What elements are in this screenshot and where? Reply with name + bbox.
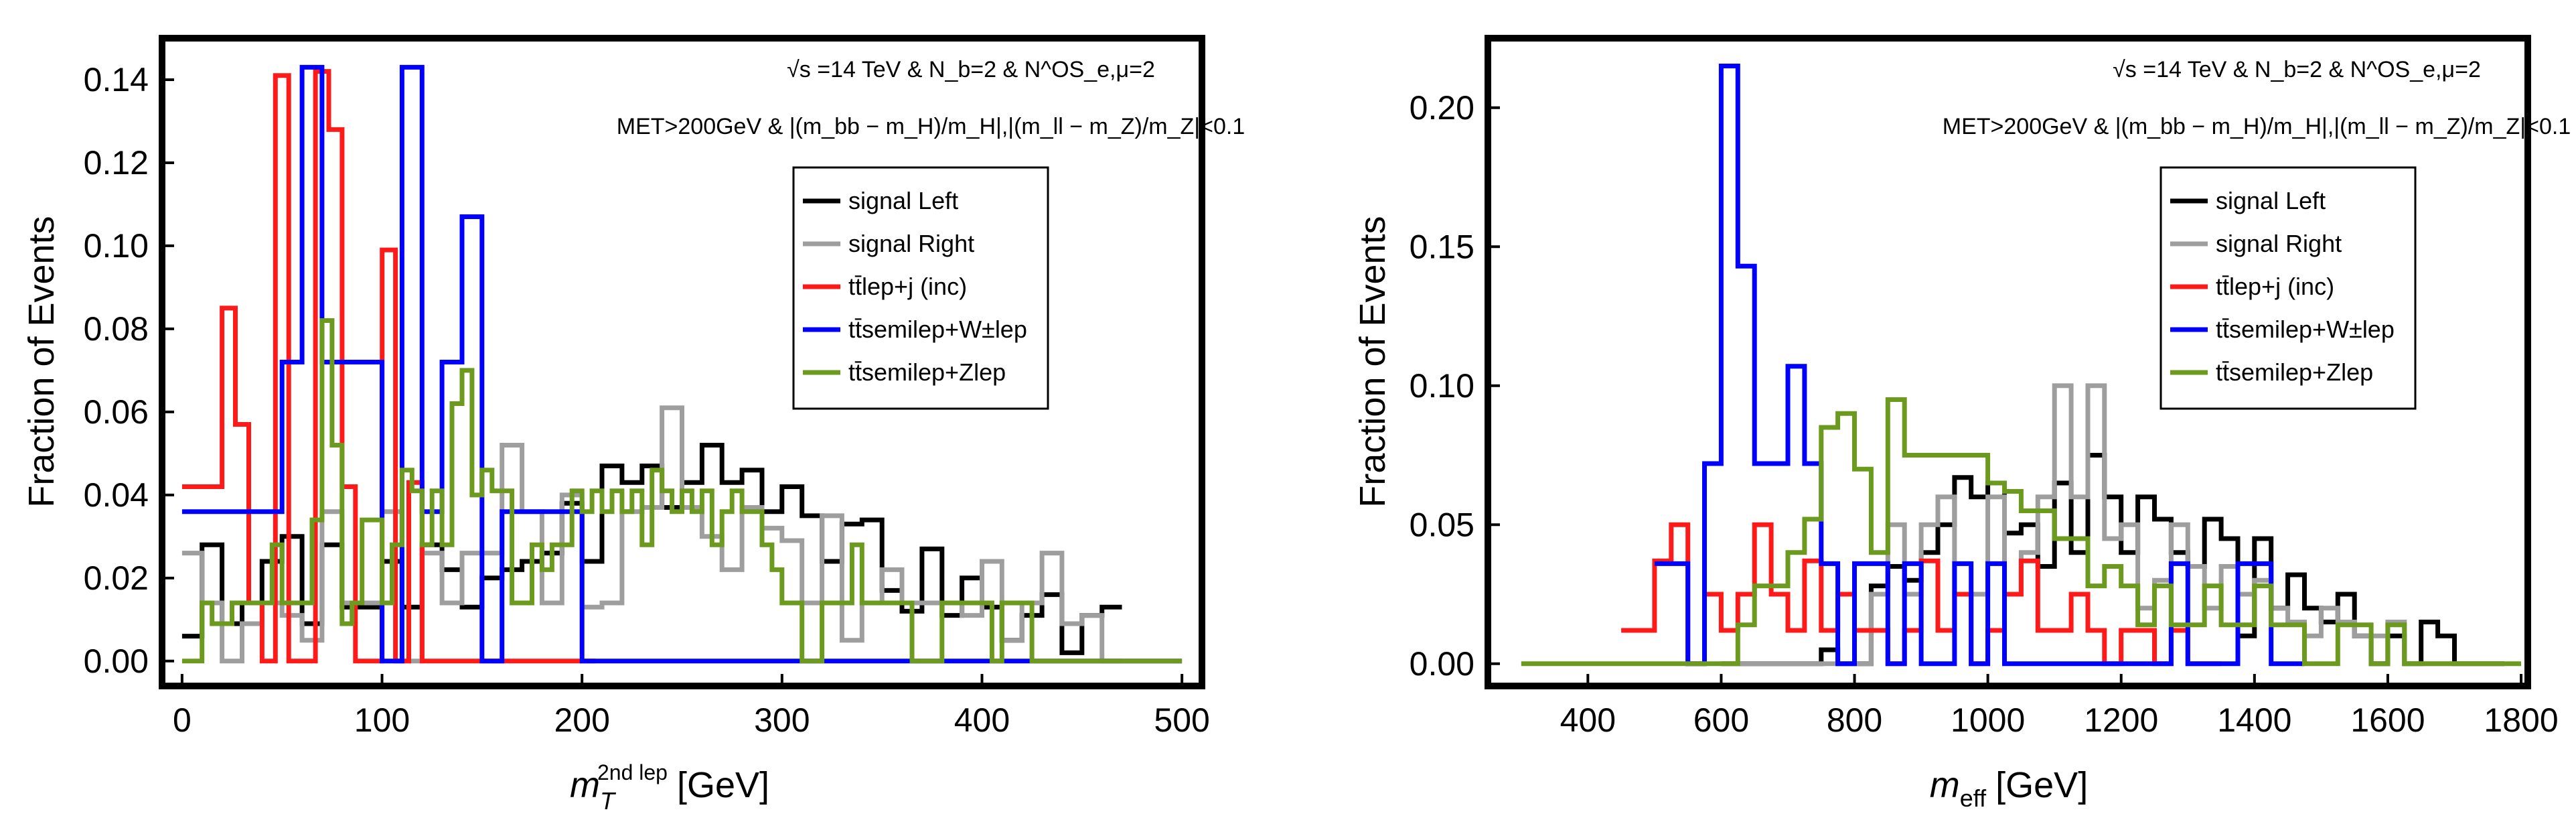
x-axis-label: meff [GeV] [1930,765,2088,812]
x-tick-label: 0 [173,701,192,739]
x-tick-label: 600 [1693,701,1749,739]
annotation-line2: MET>200GeV & |(m_bb − m_H)/m_H|,|(m_ll −… [1943,114,2571,139]
x-tick-label: 800 [1827,701,1882,739]
legend-item-label: tt̄lep+j (inc) [848,273,967,300]
x-axis-label-sub: T [600,787,617,815]
x-axis-label-unit: [GeV] [1995,765,2088,805]
plot-area: 400 600 800 1000 1200 1400 1600 1800 0.000.050.… [1410,35,2559,739]
annotation-line2: MET>200GeV & |(m_bb − m_H)/m_H|,|(m_ll −… [617,114,1245,139]
y-tick-label: 0.06 [84,393,149,431]
x-tick-label: 1800 [2484,701,2558,739]
plot-frame [1485,35,2531,689]
y-tick-label: 0.00 [84,642,149,680]
x-axis-label-main: m [570,765,600,805]
x-axis-label-unit: [GeV] [677,765,769,805]
y-tick-label: 0.08 [84,310,149,348]
plot-area: 0 100 200 300 400 500 0.00 0.02 0.04 0.06 0.08 0.1… [84,35,1210,739]
series-3-line [181,64,1183,664]
y-axis-label: Fraction of Events [1353,216,1393,507]
x-tick-label: 400 [1560,701,1616,739]
x-axis-label-main: m [1930,765,1960,805]
x-tick-label: 1600 [2350,701,2425,739]
y-ticks: 0.00 0.05 0.10 0.15 0.20 [1410,89,1500,683]
x-tick-label: 1200 [2084,701,2158,739]
x-ticks: 0 100 200 300 400 500 [173,674,1210,739]
plot-frame [159,35,1205,689]
y-tick-label: 0.12 [84,144,149,182]
legend-item-label: tt̄semilep+W±lep [848,316,1027,343]
y-tick-label: 0.00 [1410,645,1474,683]
legend: signal Left signal Right tt̄lep+j (inc) tt̄… [2160,166,2417,410]
histogram-lines [1521,64,2521,667]
x-ticks: 400 600 800 1000 1200 1400 1600 1800 [1560,674,2559,739]
legend-item-label: tt̄semilep+W±lep [2216,316,2395,343]
x-tick-label: 1400 [2217,701,2291,739]
x-tick-label: 200 [554,701,609,739]
y-tick-label: 0.10 [1410,367,1474,405]
series-1-line [1721,383,2505,667]
x-axis-label: mT 2nd lep [GeV] [570,760,769,815]
chart-mt-second-lepton: 0 100 200 300 400 500 0.00 0.02 0.04 0.06 0.08 0.1… [21,35,1245,815]
y-tick-label: 0.14 [84,61,149,98]
y-ticks: 0.00 0.02 0.04 0.06 0.08 0.10 0.12 0.14 [84,61,174,680]
legend-item-label: signal Right [848,230,974,257]
series-3-line [1654,64,2305,667]
x-tick-label: 500 [1154,701,1209,739]
annotation-line1: √s =14 TeV & N_b=2 & N^OS_e,μ=2 [2113,57,2481,82]
y-tick-label: 0.10 [84,227,149,265]
y-tick-label: 0.02 [84,559,149,597]
x-tick-label: 300 [754,701,810,739]
x-tick-label: 400 [954,701,1010,739]
y-tick-label: 0.15 [1410,228,1474,265]
series-4-line [181,318,1183,664]
y-tick-label: 0.04 [84,476,149,514]
x-tick-label: 1000 [1951,701,2025,739]
legend-item-label: tt̄lep+j (inc) [2216,273,2334,300]
y-tick-label: 0.20 [1410,89,1474,127]
x-axis-label-sup: 2nd lep [597,760,668,784]
y-axis-label: Fraction of Events [21,216,62,507]
legend-item-label: signal Left [2216,187,2326,214]
x-tick-label: 100 [354,701,410,739]
series-4-line [1521,397,2521,667]
histogram-lines [181,64,1183,664]
legend-item-label: tt̄semilep+Zlep [848,358,1006,386]
legend-item-label: signal Left [848,187,958,214]
legend-item-label: signal Right [2216,230,2342,257]
x-axis-label-sub: eff [1960,784,1987,812]
y-tick-label: 0.05 [1410,506,1474,543]
chart-m-eff: 400 600 800 1000 1200 1400 1600 1800 0.000.050.… [1353,35,2571,812]
legend: signal Left signal Right tt̄lep+j (inc) tt̄… [792,166,1049,410]
annotation-line1: √s =14 TeV & N_b=2 & N^OS_e,μ=2 [787,57,1155,82]
legend-item-label: tt̄semilep+Zlep [2216,358,2373,386]
